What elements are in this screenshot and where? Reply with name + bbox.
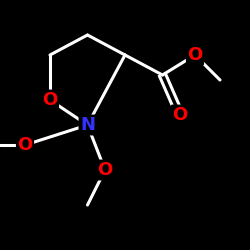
Text: O: O	[98, 161, 112, 179]
Text: O: O	[42, 91, 58, 109]
Text: N: N	[80, 116, 95, 134]
Text: O: O	[18, 136, 32, 154]
Text: O: O	[188, 46, 202, 64]
Text: O: O	[172, 106, 188, 124]
